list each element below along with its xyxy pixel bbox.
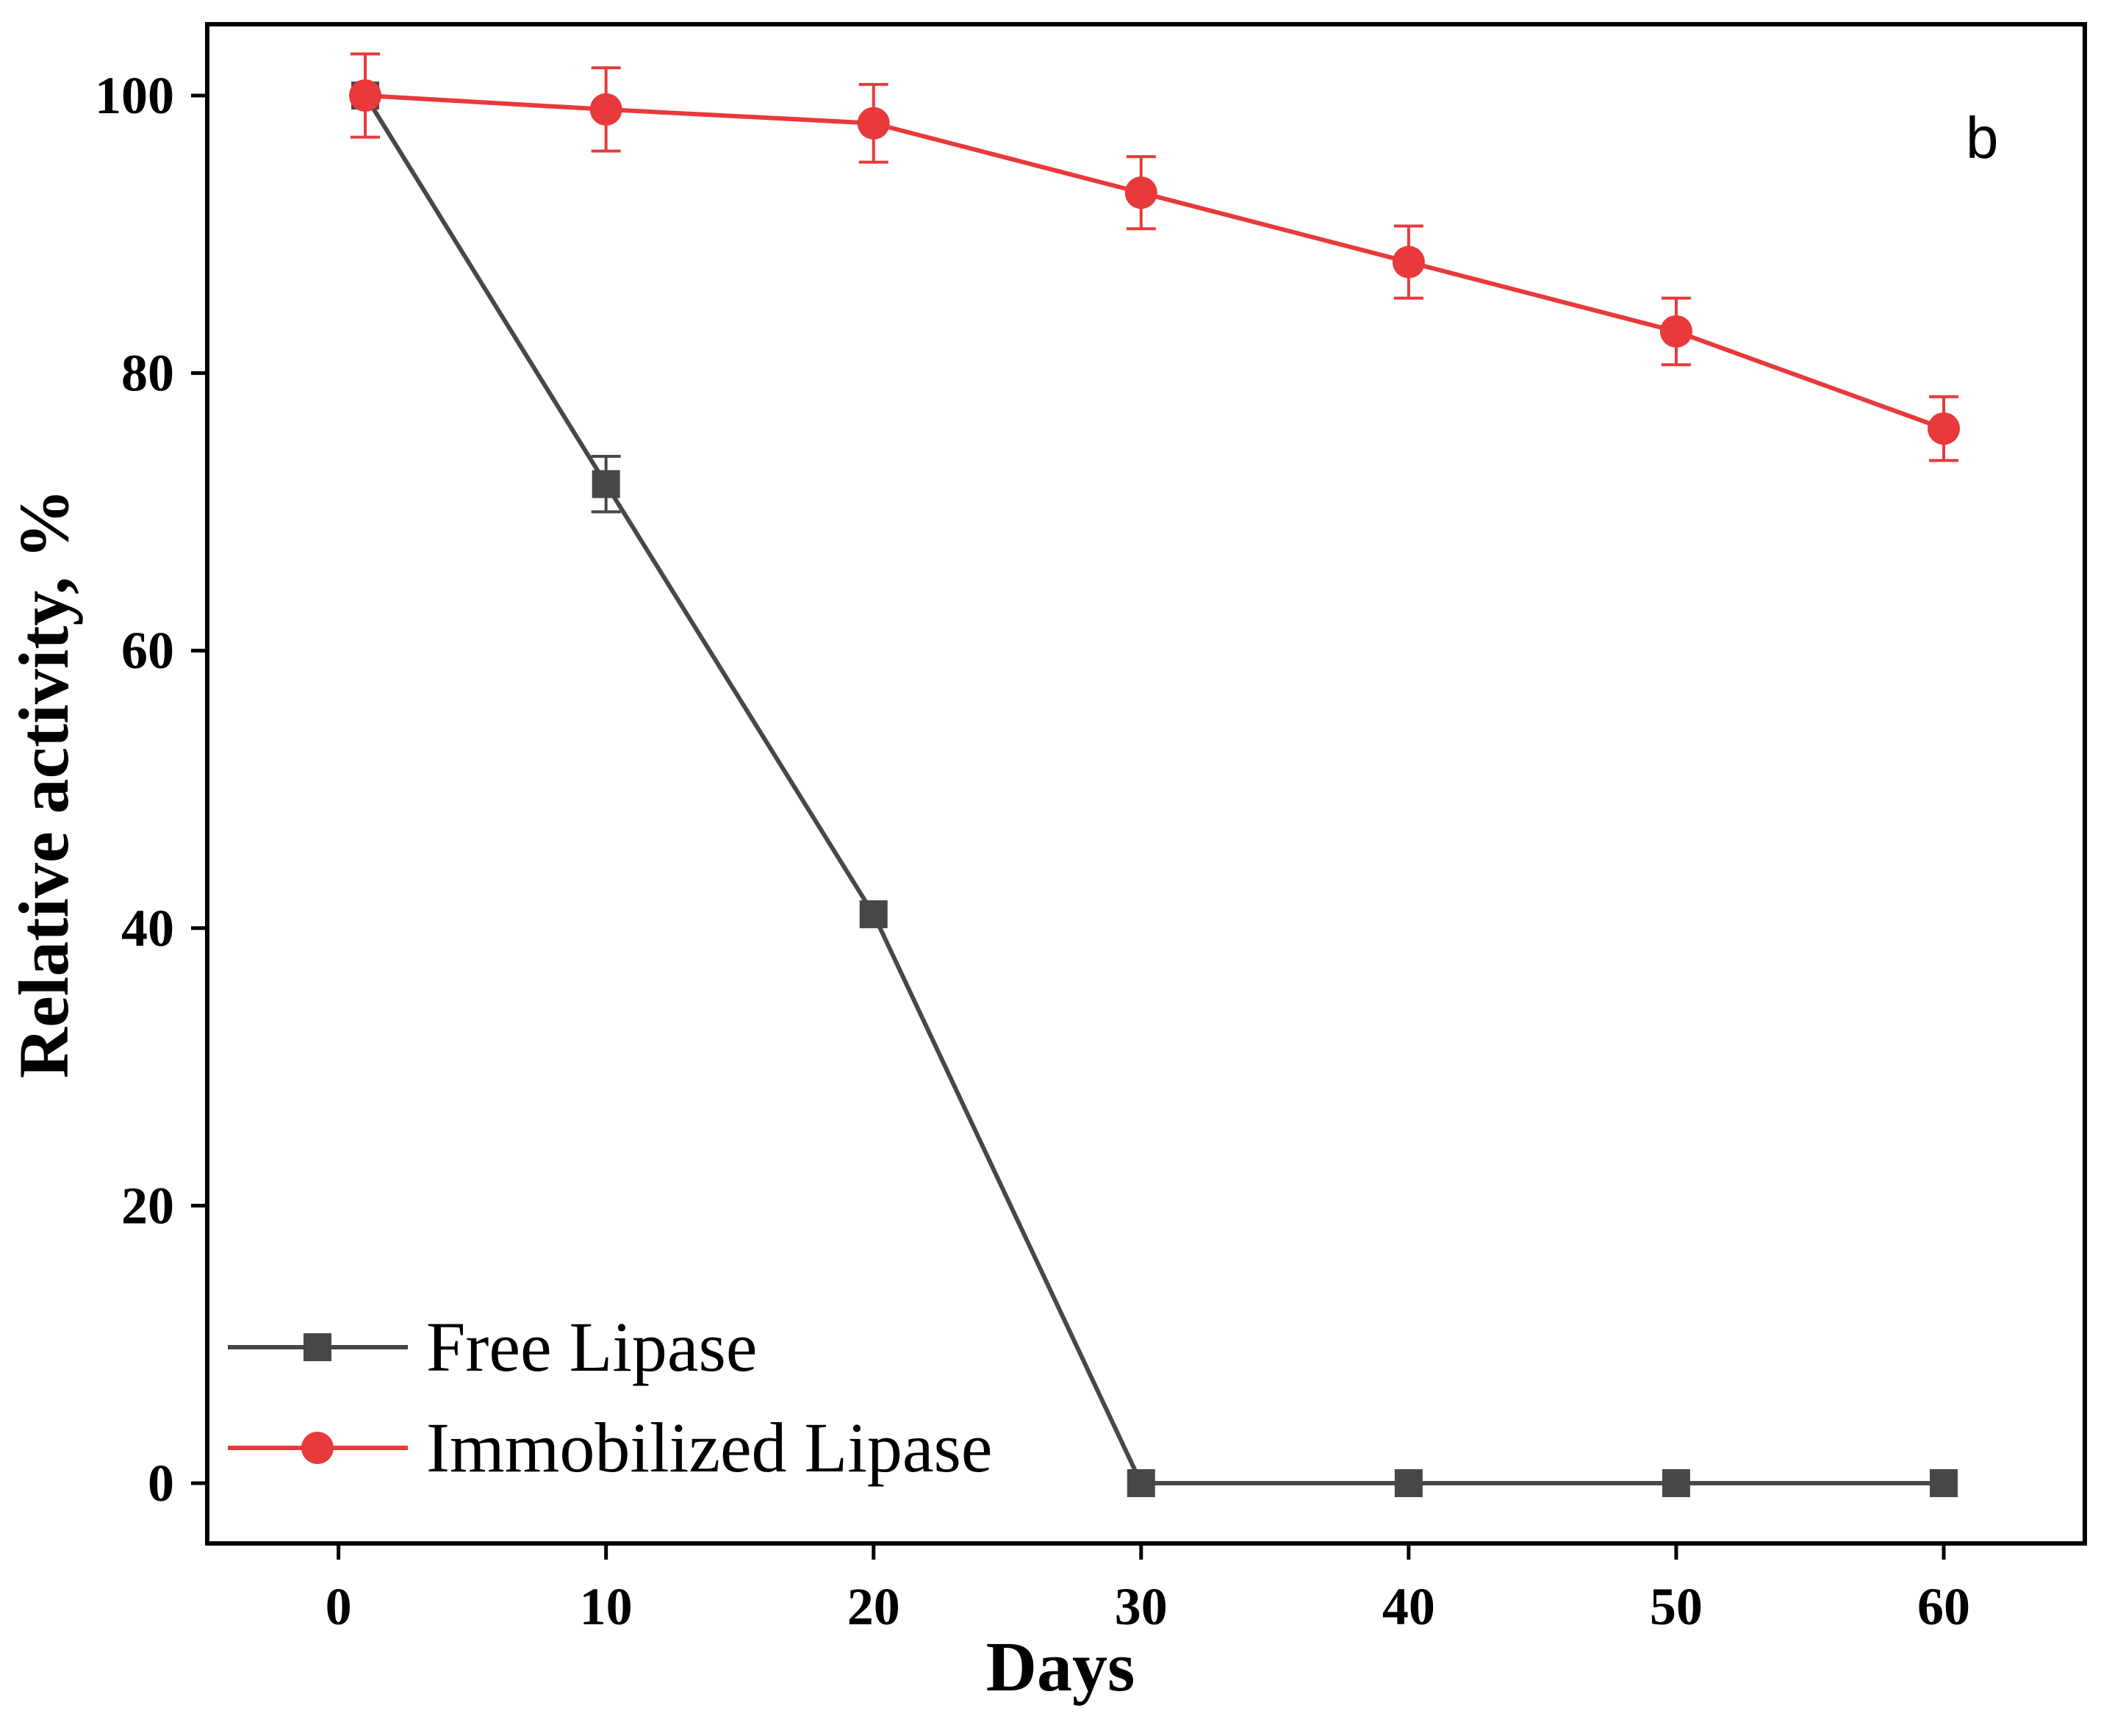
data-point [1662,1469,1690,1497]
y-tick-label: 40 [121,899,174,958]
y-tick-label: 0 [148,1454,174,1513]
x-tick-label: 40 [1382,1577,1435,1636]
x-tick-label: 20 [847,1577,900,1636]
data-point [1392,245,1425,279]
data-point [1124,176,1157,209]
legend-label: Free Lipase [426,1308,757,1386]
data-point [1127,1469,1155,1497]
data-point [592,470,620,498]
plot-area [349,52,1960,1497]
data-point [589,93,622,126]
data-point [859,900,888,928]
y-tick-label: 100 [95,66,174,125]
panel-label: b [1966,105,1999,171]
legend-label: Immobilized Lipase [426,1408,992,1487]
plot-frame [205,22,2087,1546]
y-tick-label: 80 [121,344,174,403]
legend-marker [304,1333,331,1361]
data-point [349,79,381,112]
y-tick-label: 60 [121,621,174,680]
x-tick-label: 30 [1115,1577,1168,1636]
y-axis-title: Relative activity, % [4,489,83,1078]
y-tick-label: 20 [121,1176,174,1235]
data-point [1928,412,1960,445]
data-point [1930,1469,1958,1497]
data-point [857,107,890,140]
data-point [1659,315,1692,348]
x-tick-label: 10 [580,1577,633,1636]
x-axis-title: Days [986,1627,1135,1706]
legend-marker [301,1432,334,1464]
legend: Free Lipase Immobilized Lipase [228,1308,992,1487]
x-tick-label: 60 [1917,1577,1970,1636]
axes: 0 10 20 30 40 50 60 0 20 40 60 80 100 [95,66,1970,1636]
x-tick-label: 50 [1650,1577,1703,1636]
x-tick-label: 0 [326,1577,352,1636]
data-point [1394,1469,1423,1497]
